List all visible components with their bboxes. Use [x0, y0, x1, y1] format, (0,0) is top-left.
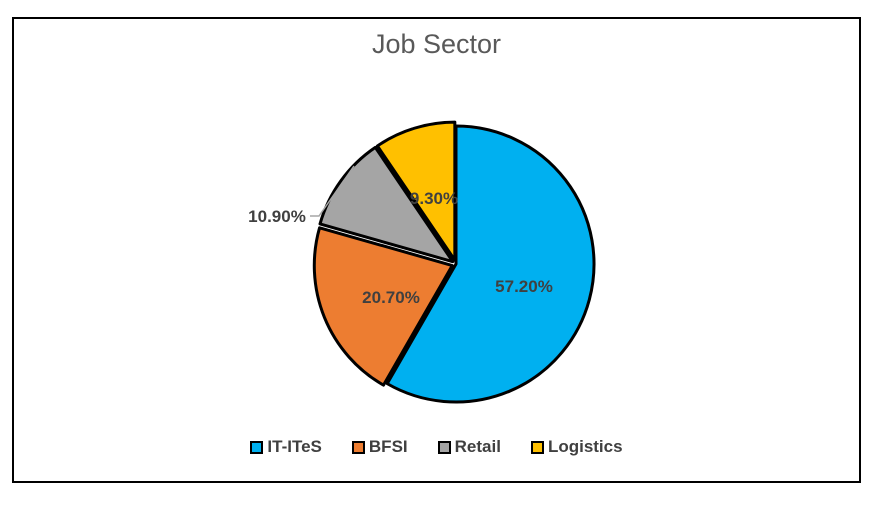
legend-label: BFSI [368, 437, 408, 456]
legend-item-logistics: Logistics [530, 437, 623, 457]
legend: IT-ITeS BFSI Retail Logistics [14, 437, 859, 457]
pie-slice-bfsi [312, 226, 454, 387]
pie-slice-it-ites [385, 124, 596, 404]
chart-frame: Job Sector 57.20% 20.70% 10.90% 9.30% IT-IT… [12, 17, 861, 483]
legend-swatch [530, 440, 544, 454]
legend-swatch [437, 440, 451, 454]
legend-label: Logistics [547, 437, 623, 456]
pie-slice-retail [318, 145, 455, 264]
leader-line-retail [310, 165, 355, 217]
legend-item-bfsi: BFSI [351, 437, 408, 457]
chart-title: Job Sector [371, 29, 502, 59]
pie-chart: 57.20% 20.70% 10.90% 9.30% [248, 120, 596, 404]
data-label-logistics: 9.30% [410, 189, 458, 208]
legend-swatch [351, 440, 365, 454]
legend-label: Retail [454, 437, 501, 456]
data-label-bfsi: 20.70% [362, 288, 420, 307]
legend-item-retail: Retail [437, 437, 501, 457]
data-label-it-ites: 57.20% [495, 277, 553, 296]
legend-swatch [250, 440, 264, 454]
legend-label: IT-ITeS [267, 437, 322, 456]
legend-item-it-ites: IT-ITeS [250, 437, 322, 457]
pie-slice-logistics [375, 120, 457, 262]
data-label-retail: 10.90% [248, 207, 306, 226]
